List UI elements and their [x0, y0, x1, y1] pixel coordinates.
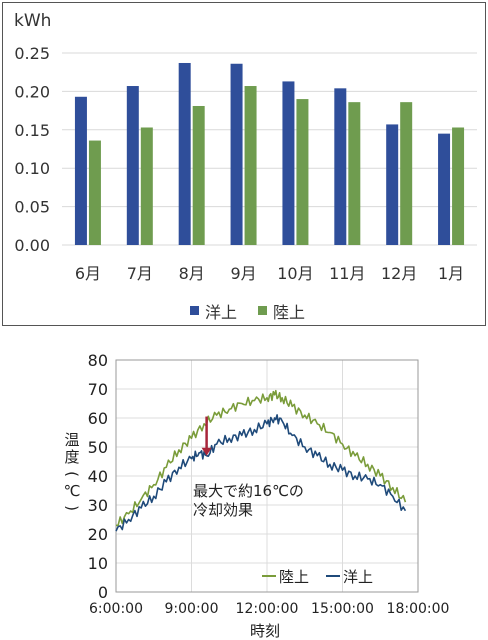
legend-swatch-陸上	[258, 306, 267, 315]
x-tick-label: 8月	[179, 264, 205, 283]
y-tick-label: 30	[88, 496, 108, 515]
annotation-line-2: 冷却効果	[193, 501, 253, 519]
bar-陸上-9月	[244, 86, 257, 245]
legend-label-陸上: 陸上	[273, 303, 305, 322]
plot-area-border	[115, 359, 419, 593]
y-axis-title-char: 温	[64, 431, 79, 449]
x-tick-label: 12:00:00	[236, 601, 299, 617]
bar-陸上-11月	[348, 102, 361, 245]
y-tick-label: 70	[88, 380, 108, 399]
x-tick-label: 7月	[127, 264, 153, 283]
y-tick-label: 0.05	[14, 198, 50, 217]
y-tick-label: 0	[98, 583, 108, 602]
bar-陸上-10月	[296, 99, 309, 245]
legend-label-洋上-line: 洋上	[343, 568, 373, 586]
bar-chart: kWh 0.00 0.05 0.10 0.15 0.20 0.25 6月 7月 8月 9月 10月…	[2, 2, 486, 326]
y-axis-title-char: (	[63, 471, 81, 477]
y-tick-label: 0.25	[14, 44, 50, 63]
y-axis-unit: kWh	[14, 11, 51, 31]
y-tick-label: 60	[88, 409, 108, 428]
x-tick-label: 18:00:00	[387, 601, 450, 617]
y-tick-label: 0.15	[14, 121, 50, 140]
x-tick-label: 1月	[438, 264, 464, 283]
legend-swatch-洋上	[190, 306, 199, 315]
bar-legend: 洋上 陸上	[190, 303, 305, 322]
bar-洋上-10月	[282, 81, 295, 245]
x-tick-label: 11月	[329, 264, 365, 283]
line-chart: 0 10 20 30 40 50 60 70 80 6:00:00 9:00:00 12:00:00…	[63, 351, 450, 640]
bar-陸上-8月	[192, 105, 205, 245]
series-line-陸上	[115, 389, 407, 527]
x-tick-label: 9月	[230, 264, 256, 283]
x-tick-label: 6月	[75, 264, 101, 283]
series-line-洋上	[115, 414, 407, 532]
bar-陸上-6月	[88, 140, 101, 245]
bar-洋上-1月	[438, 133, 451, 245]
y-tick-label: 0.10	[14, 159, 50, 178]
x-tick-label: 10月	[277, 264, 313, 283]
y-tick-label: 0.00	[14, 236, 50, 255]
y-tick-label: 50	[88, 438, 108, 457]
y-axis-title-char: ℃	[64, 482, 81, 500]
x-tick-label: 15:00:00	[311, 601, 374, 617]
x-tick-label: 12月	[381, 264, 417, 283]
y-tick-label: 10	[88, 554, 108, 573]
x-tick-label: 9:00:00	[165, 601, 219, 617]
x-tick-label: 6:00:00	[89, 601, 143, 617]
annotation-line-1: 最大で約16℃の	[193, 482, 304, 500]
y-axis-title-char: 度	[64, 448, 79, 466]
line-legend: 陸上 洋上	[262, 568, 373, 586]
legend-label-洋上: 洋上	[205, 303, 237, 322]
bar-洋上-8月	[178, 62, 191, 245]
y-tick-label: 40	[88, 467, 108, 486]
y-tick-label: 20	[88, 525, 108, 544]
y-tick-label: 0.20	[14, 82, 50, 101]
bar-洋上-7月	[126, 86, 139, 245]
bar-洋上-11月	[334, 88, 347, 245]
bar-洋上-9月	[230, 63, 243, 245]
bar-洋上-12月	[386, 124, 399, 245]
x-axis-title: 時刻	[250, 622, 280, 640]
annotation-arrow-head	[201, 447, 212, 456]
bar-陸上-7月	[140, 127, 153, 245]
bar-陸上-1月	[452, 127, 465, 245]
bar-洋上-6月	[74, 96, 87, 245]
bar-陸上-12月	[400, 102, 413, 245]
y-axis-title-char: )	[63, 505, 81, 511]
y-tick-label: 80	[88, 351, 108, 370]
legend-label-陸上-line: 陸上	[279, 568, 309, 586]
